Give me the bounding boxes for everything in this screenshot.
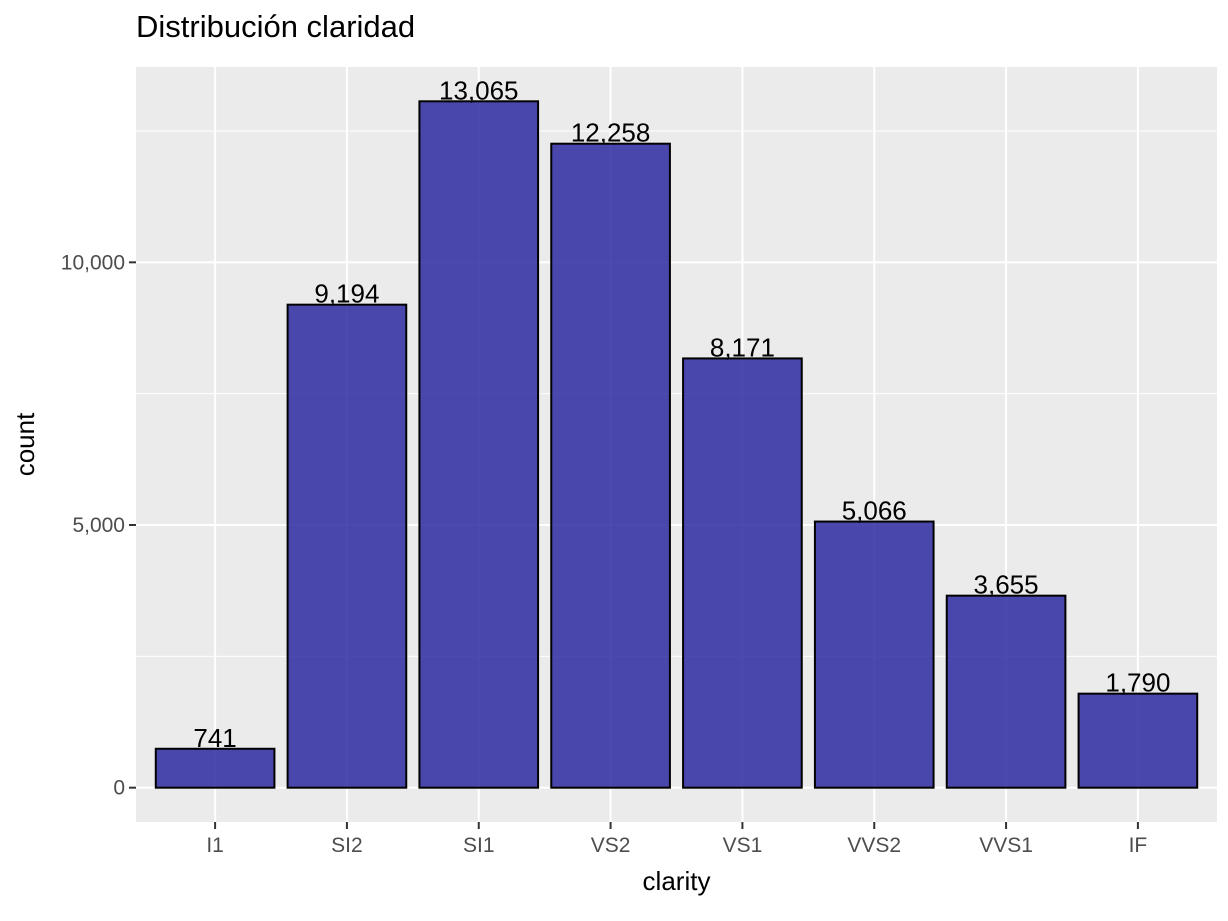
bar-si1: [418, 100, 540, 789]
bar-if: [1077, 692, 1199, 789]
x-tick-label-si2: SI2: [331, 834, 363, 857]
bar-vs1: [682, 357, 803, 789]
data-label-si1: 13,065: [439, 75, 519, 105]
x-tick-label-i1: I1: [206, 834, 224, 857]
data-label-if: 1,790: [1105, 668, 1170, 698]
x-tick-label-vvs2: VVS2: [847, 834, 901, 857]
x-tick-label-vs1: VS1: [723, 834, 763, 857]
bar-si2: [286, 303, 408, 789]
y-tick-label: 10,000: [61, 251, 125, 274]
data-label-si2: 9,194: [314, 279, 379, 309]
x-tick-label-vvs1: VVS1: [979, 834, 1033, 857]
x-tick-label-si1: SI1: [463, 834, 495, 857]
bars: [154, 100, 1199, 789]
y-tick-label: 0: [113, 777, 125, 800]
data-label-vvs2: 5,066: [842, 496, 907, 526]
bar-vvs1: [945, 594, 1067, 789]
bar-vvs2: [813, 520, 935, 789]
x-tick-label-if: IF: [1129, 834, 1148, 857]
x-tick-label-vs2: VS2: [591, 834, 631, 857]
data-label-vvs1: 3,655: [974, 570, 1039, 600]
x-axis-title: clarity: [643, 866, 711, 896]
bar-vs2: [550, 142, 671, 789]
data-label-i1: 741: [193, 723, 236, 753]
bar-i1: [154, 747, 276, 789]
data-label-vs2: 12,258: [571, 118, 651, 148]
y-axis: 0 5,000 10,000: [61, 251, 136, 800]
x-axis: I1 SI2 SI1 VS2 VS1 VVS2 VVS1 IF: [206, 822, 1147, 857]
data-labels: 741 9,194 13,065 12,258 8,171 5,066 3,655 1,790: [193, 75, 1170, 752]
chart-title: Distribución claridad: [136, 9, 415, 44]
y-axis-title: count: [10, 412, 40, 476]
data-label-vs1: 8,171: [710, 332, 775, 362]
y-tick-label: 5,000: [72, 514, 125, 537]
